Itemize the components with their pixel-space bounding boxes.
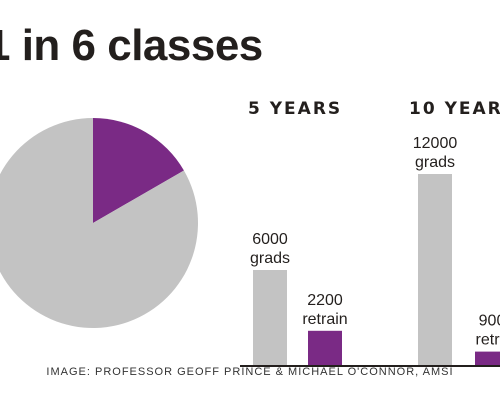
pie-chart — [0, 118, 198, 328]
period-label: 5 YEARS — [248, 99, 342, 119]
period-label: 10 YEAR — [409, 99, 500, 119]
bar-category-label: retrain — [302, 311, 347, 328]
headline: 1 in 6 classes — [0, 21, 263, 70]
bar-value-label: 6000 — [252, 231, 288, 248]
bar-category-label: grads — [250, 250, 290, 267]
bar-retrain — [308, 330, 342, 366]
bar-category-label: retra — [476, 332, 500, 349]
bar-value-label: 12000 — [413, 135, 458, 152]
bar-value-label: 900 — [479, 313, 500, 330]
bar-retra — [475, 351, 500, 366]
bar-grads — [418, 174, 452, 366]
bar-value-label: 2200 — [307, 292, 343, 309]
image-credit: IMAGE: PROFESSOR GEOFF PRINCE & MICHAEL … — [46, 366, 454, 378]
pie-slice-1 — [0, 118, 198, 328]
pie-slice-0 — [93, 118, 184, 223]
bar-category-label: grads — [415, 154, 455, 171]
bar-chart: 5 YEARS 6000 grads 2200 retrain 10 YEAR 12000 g… — [248, 99, 500, 366]
bar-grads — [253, 270, 287, 366]
